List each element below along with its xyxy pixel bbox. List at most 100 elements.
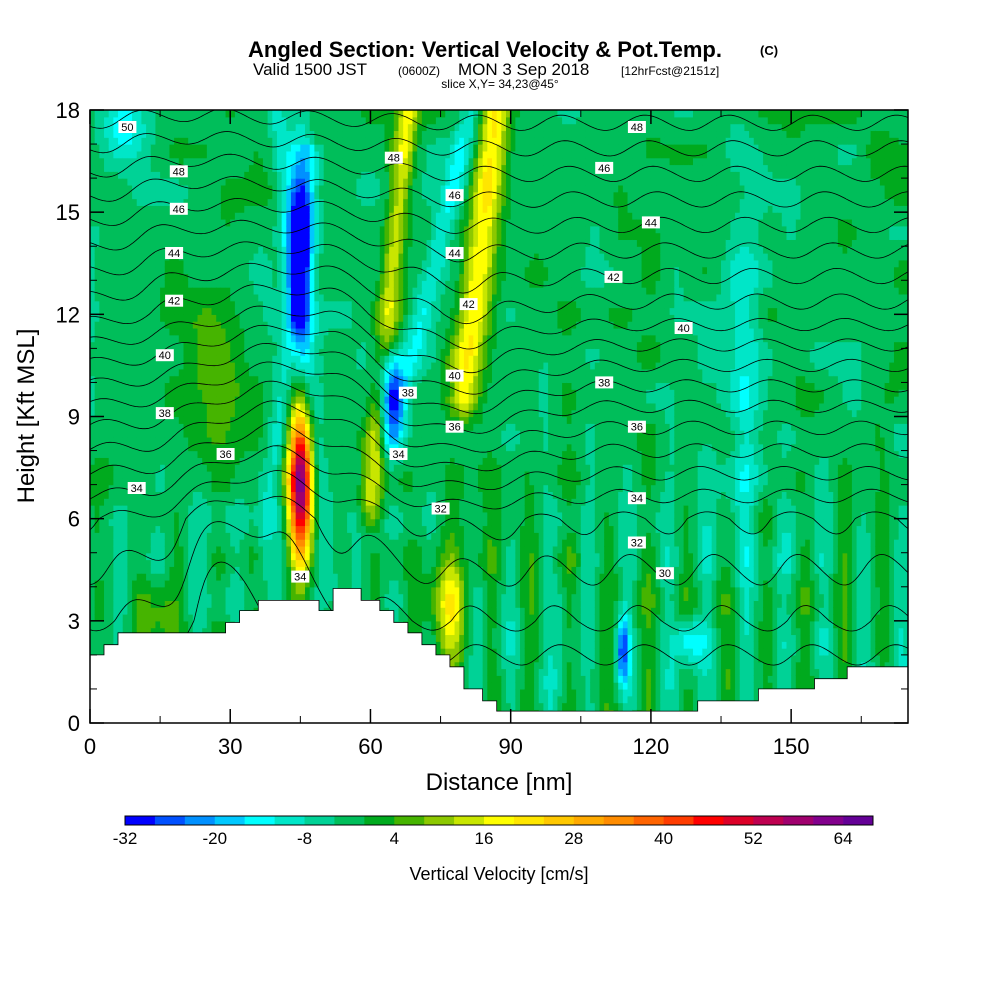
- heatmap-cell: [267, 157, 273, 166]
- heatmap-cell: [155, 212, 161, 220]
- heatmap-cell: [104, 116, 110, 125]
- heatmap-cell: [188, 307, 194, 315]
- heatmap-cell: [244, 266, 250, 275]
- heatmap-cell: [94, 137, 100, 145]
- heatmap-cell: [286, 491, 292, 499]
- heatmap-cell: [314, 573, 320, 581]
- heatmap-cell: [99, 436, 105, 445]
- heatmap-cell: [202, 586, 208, 595]
- heatmap-cell: [220, 491, 227, 499]
- heatmap-cell: [314, 293, 320, 302]
- heatmap-cell: [183, 341, 189, 349]
- heatmap-cell: [267, 246, 273, 254]
- heatmap-cell: [333, 484, 339, 493]
- heatmap-cell: [323, 382, 329, 390]
- heatmap-cell: [300, 171, 306, 179]
- heatmap-cell: [309, 545, 315, 554]
- heatmap-cell: [267, 409, 273, 418]
- heatmap-cell: [90, 552, 96, 561]
- heatmap-cell: [216, 430, 222, 438]
- heatmap-cell: [136, 389, 143, 397]
- heatmap-cell: [248, 184, 255, 193]
- heatmap-cell: [197, 436, 203, 445]
- heatmap-cell: [276, 362, 283, 370]
- heatmap-cell: [290, 505, 297, 513]
- heatmap-cell: [183, 191, 189, 200]
- heatmap-cell: [188, 396, 194, 404]
- heatmap-cell: [141, 505, 147, 513]
- heatmap-cell: [225, 205, 231, 213]
- heatmap-cell: [225, 477, 231, 486]
- heatmap-cell: [178, 198, 185, 206]
- heatmap-cell: [90, 416, 96, 424]
- heatmap-cell: [202, 191, 208, 200]
- heatmap-cell: [122, 552, 128, 561]
- heatmap-cell: [155, 430, 161, 438]
- heatmap-cell: [290, 518, 297, 527]
- heatmap-cell: [99, 586, 105, 595]
- heatmap-cell: [160, 593, 166, 601]
- heatmap-cell: [333, 566, 339, 574]
- heatmap-cell: [314, 259, 320, 268]
- heatmap-cell: [118, 110, 124, 118]
- heatmap-cell: [118, 239, 124, 247]
- heatmap-cell: [276, 246, 283, 254]
- heatmap-cell: [328, 191, 334, 200]
- heatmap-cell: [262, 300, 269, 309]
- heatmap-cell: [248, 123, 255, 132]
- heatmap-cell: [300, 157, 306, 166]
- heatmap-cell: [309, 218, 315, 227]
- heatmap-cell: [197, 430, 203, 438]
- heatmap-cell: [99, 293, 105, 302]
- heatmap-cell: [319, 539, 325, 547]
- heatmap-cell: [323, 130, 329, 138]
- heatmap-cell: [258, 164, 264, 172]
- heatmap-cell: [272, 396, 278, 404]
- heatmap-cell: [281, 355, 287, 363]
- heatmap-cell: [90, 225, 96, 234]
- heatmap-cell: [337, 470, 344, 479]
- heatmap-cell: [104, 464, 110, 472]
- heatmap-cell: [225, 375, 231, 384]
- heatmap-cell: [300, 409, 306, 418]
- heatmap-cell: [141, 191, 147, 200]
- heatmap-cell: [99, 518, 105, 527]
- heatmap-cell: [286, 239, 292, 247]
- heatmap-cell: [197, 477, 203, 486]
- subtitle-forecast: [12hrFcst@2151z]: [621, 64, 719, 78]
- heatmap-cell: [342, 457, 348, 465]
- heatmap-cell: [342, 348, 348, 356]
- heatmap-cell: [99, 525, 105, 533]
- heatmap-cell: [262, 198, 269, 206]
- heatmap-cell: [188, 280, 194, 288]
- heatmap-cell: [169, 518, 175, 527]
- heatmap-cell: [216, 355, 222, 363]
- heatmap-cell: [169, 525, 175, 533]
- heatmap-cell: [281, 525, 287, 533]
- heatmap-cell: [314, 457, 320, 465]
- heatmap-cell: [197, 607, 203, 615]
- heatmap-cell: [136, 579, 143, 588]
- heatmap-cell: [314, 307, 320, 315]
- heatmap-cell: [290, 144, 297, 152]
- heatmap-cell: [337, 239, 344, 247]
- heatmap-cell: [276, 116, 283, 125]
- heatmap-cell: [225, 198, 231, 206]
- heatmap-cell: [188, 457, 194, 465]
- heatmap-cell: [146, 505, 152, 513]
- heatmap-cell: [104, 232, 110, 241]
- heatmap-cell: [99, 607, 105, 615]
- heatmap-cell: [300, 416, 306, 424]
- heatmap-cell: [178, 416, 185, 424]
- heatmap-cell: [295, 171, 301, 179]
- heatmap-cell: [108, 137, 114, 145]
- heatmap-cell: [94, 470, 100, 479]
- heatmap-cell: [164, 218, 171, 227]
- heatmap-cell: [281, 539, 287, 547]
- heatmap-cell: [206, 423, 213, 431]
- heatmap-cell: [290, 464, 297, 472]
- heatmap-cell: [225, 600, 231, 608]
- heatmap-cell: [309, 307, 315, 315]
- heatmap-cell: [164, 593, 171, 601]
- heatmap-cell: [248, 253, 255, 261]
